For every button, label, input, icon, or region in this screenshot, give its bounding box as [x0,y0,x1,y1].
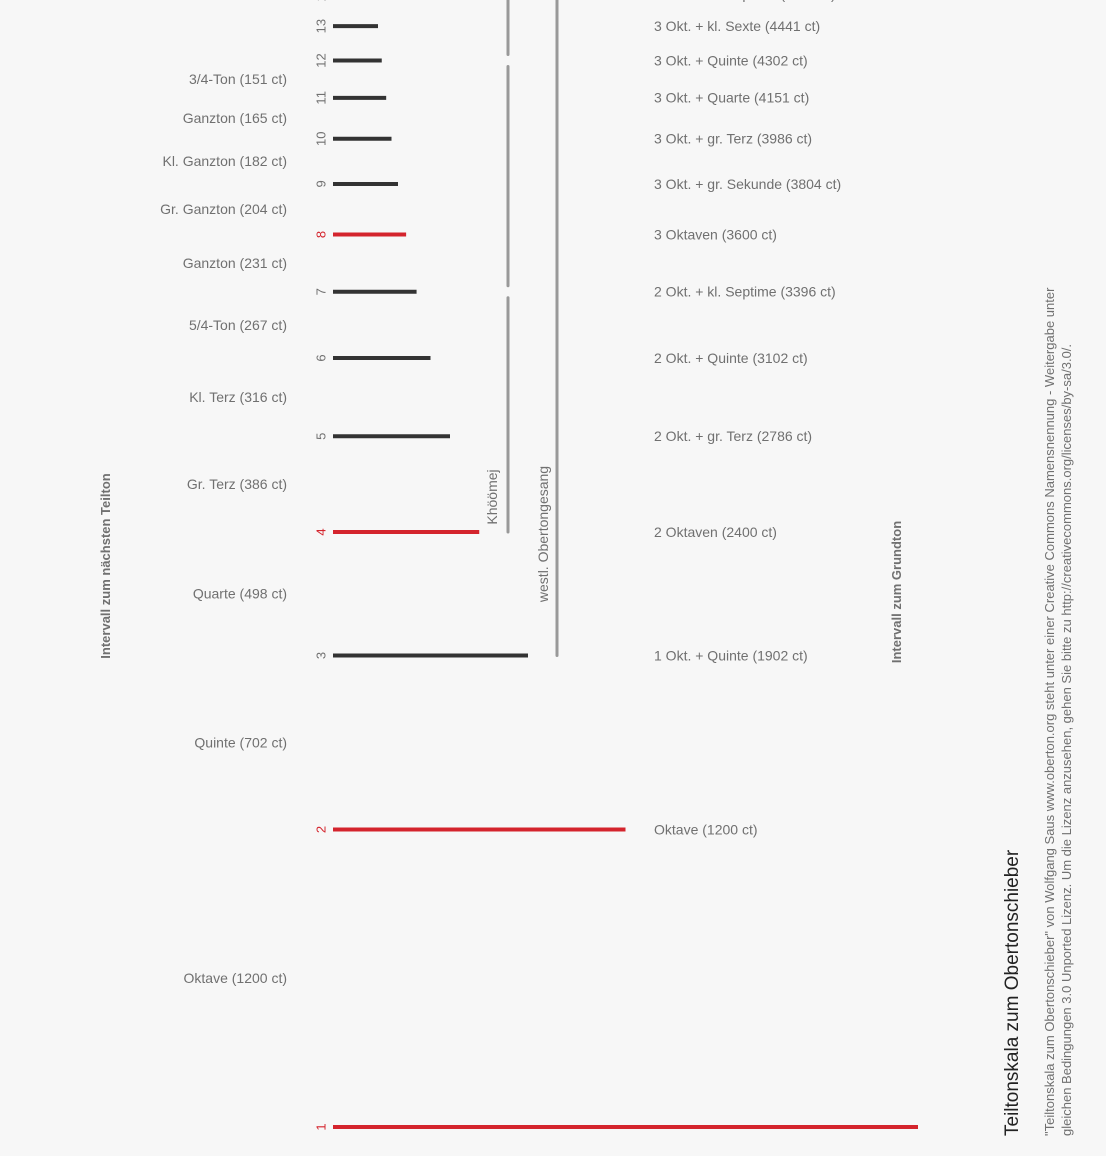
singing-range-brackets [506,0,559,657]
grundton-interval-label: 2 Okt. + Quinte (3102 ct) [654,350,808,366]
grundton-interval-label: 3 Okt. + Quarte (4151 ct) [654,90,809,106]
left-axis-label: Intervall zum nächsten Teilton [98,473,113,658]
neighbor-interval-label: Quarte (498 ct) [193,586,287,602]
partial-number-8: 8 [314,231,329,238]
neighbor-interval-label: Oktave (1200 ct) [184,970,288,986]
grundton-interval-label: Oktave (1200 ct) [654,821,758,837]
grundton-interval-labels: Oktave (1200 ct) 1 Okt. + Quinte (1902 ct… [654,0,841,837]
partial-number-2: 2 [314,826,329,833]
neighbor-interval-label: Ganzton (165 ct) [183,110,287,126]
right-axis-label: Intervall zum Grundton [889,521,904,663]
partial-number-10: 10 [314,131,329,145]
partial-numbers: 12345678910111213141516203240 [314,0,329,1131]
partial-number-3: 3 [314,652,329,659]
partial-number-14: 14 [314,0,329,2]
partial-number-5: 5 [314,433,329,440]
credit-line-2: gleichen Bedingungen 3.0 Unported Lizenz… [1059,344,1074,1136]
grundton-interval-label: 2 Okt. + kl. Septime (3396 ct) [654,284,836,300]
partial-number-11: 11 [314,91,329,105]
grundton-interval-label: 3 Okt. + gr. Sekunde (3804 ct) [654,176,841,192]
partial-number-4: 4 [314,528,329,535]
partial-number-7: 7 [314,288,329,295]
partial-number-6: 6 [314,354,329,361]
grundton-interval-label: 3 Okt. + gr. Terz (3986 ct) [654,131,812,147]
grundton-interval-label: 3 Okt. + kl. Septime (4569 ct) [654,0,836,2]
neighbor-interval-labels: Oktave (1200 ct) Quinte (702 ct) Quarte (4… [160,71,288,986]
neighbor-interval-label: Kl. Terz (316 ct) [189,389,287,405]
partial-number-12: 12 [314,53,329,67]
partial-bars [333,24,918,1129]
partial-number-13: 13 [314,19,329,33]
neighbor-interval-label: 5/4-Ton (267 ct) [189,317,287,333]
neighbor-interval-label: 3/4-Ton (151 ct) [189,71,287,87]
partial-number-1: 1 [314,1123,329,1130]
credit-line-1: "Teiltonskala zum Obertonschieber" von W… [1042,287,1057,1136]
western-overtone-singing-label: westl. Obertongesang [535,466,551,603]
grundton-interval-label: 3 Okt. + kl. Sexte (4441 ct) [654,18,820,34]
diagram-title: Teiltonskala zum Obertonschieber [1002,849,1023,1136]
khoomei-label: Khöömej [484,469,500,524]
partial-number-9: 9 [314,180,329,187]
grundton-interval-label: 3 Okt. + Quinte (4302 ct) [654,52,808,68]
grundton-interval-label: 2 Oktaven (2400 ct) [654,524,777,540]
neighbor-interval-label: Kl. Ganzton (182 ct) [162,153,287,169]
neighbor-interval-label: Quinte (702 ct) [194,734,287,750]
grundton-interval-label: 2 Okt. + gr. Terz (2786 ct) [654,428,812,444]
grundton-interval-label: 3 Oktaven (3600 ct) [654,226,777,242]
neighbor-interval-label: Gr. Terz (386 ct) [187,476,287,492]
neighbor-interval-label: Gr. Ganzton (204 ct) [160,201,287,217]
neighbor-interval-label: Ganzton (231 ct) [183,255,287,271]
grundton-interval-label: 1 Okt. + Quinte (1902 ct) [654,647,808,663]
